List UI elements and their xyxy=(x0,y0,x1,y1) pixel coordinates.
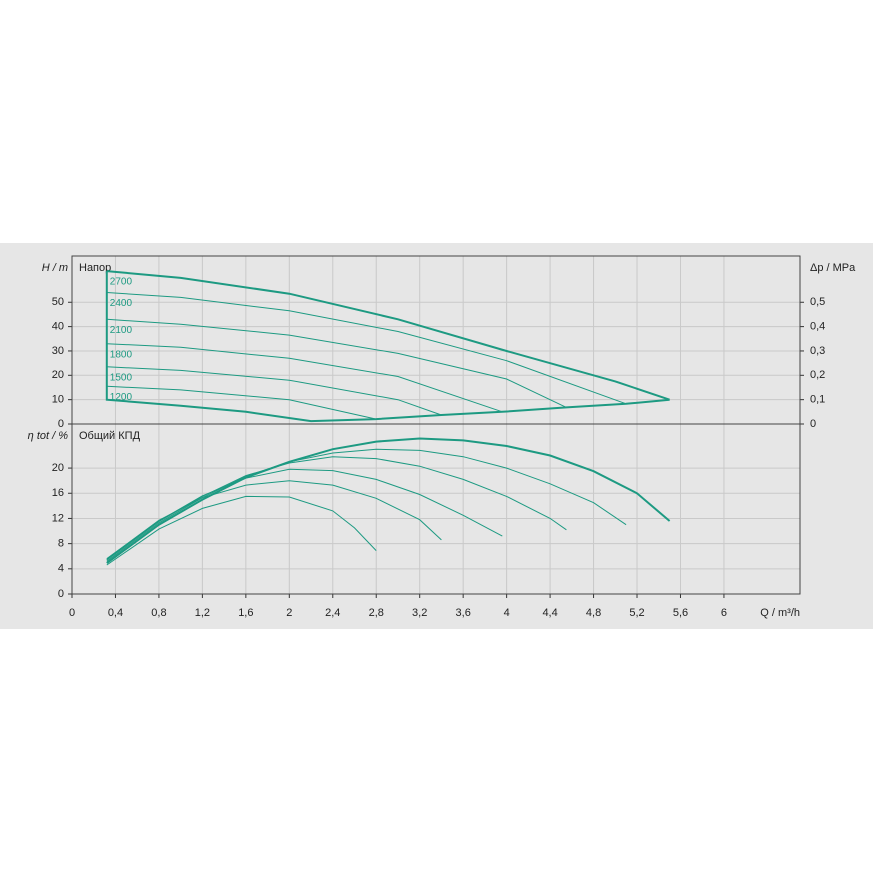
x-tick-label: 4,4 xyxy=(542,607,557,619)
x-tick-label: 1,2 xyxy=(195,607,210,619)
speed-label: 1500 xyxy=(110,372,133,383)
y-tick-label: 12 xyxy=(52,512,64,524)
x-tick-label: 6 xyxy=(721,607,727,619)
x-tick-label: 1,6 xyxy=(238,607,253,619)
y2-tick-label: 0,5 xyxy=(810,296,825,308)
x-tick-label: 2 xyxy=(286,607,292,619)
y-tick-label: 16 xyxy=(52,487,64,499)
x-tick-label: 0,8 xyxy=(151,607,166,619)
curve xyxy=(106,292,627,405)
y2-tick-label: 0,1 xyxy=(810,394,825,406)
x-tick-label: 4,8 xyxy=(586,607,601,619)
x-tick-label: 0 xyxy=(69,607,75,619)
curve xyxy=(106,385,377,420)
speed-label: 2100 xyxy=(110,325,133,336)
y-tick-label: 0 xyxy=(58,418,64,430)
panel-title: Напор xyxy=(79,262,111,274)
x-tick-label: 3,2 xyxy=(412,607,427,619)
x-tick-label: 0,4 xyxy=(108,607,123,619)
y2-tick-label: 0 xyxy=(810,418,816,430)
x-tick-label: 5,6 xyxy=(673,607,688,619)
y-tick-label: 0 xyxy=(58,588,64,600)
curve xyxy=(106,468,503,560)
y-tick-label: 50 xyxy=(52,296,64,308)
curve xyxy=(106,456,567,561)
y-tick-label: 20 xyxy=(52,462,64,474)
speed-label: 2700 xyxy=(110,277,133,288)
x-tick-label: 3,6 xyxy=(456,607,471,619)
y-tick-label: 40 xyxy=(52,321,64,333)
curve xyxy=(106,343,503,413)
speed-label: 2400 xyxy=(110,298,133,309)
y-tick-label: 4 xyxy=(58,563,64,575)
y-tick-label: 20 xyxy=(52,369,64,381)
speed-label: 1200 xyxy=(110,392,133,403)
curve xyxy=(106,318,567,408)
y2-tick-label: 0,3 xyxy=(810,345,825,357)
y2-tick-label: 0,2 xyxy=(810,369,825,381)
y-tick-label: 30 xyxy=(52,345,64,357)
x-tick-label: 5,2 xyxy=(629,607,644,619)
x-tick-label: 2,8 xyxy=(369,607,384,619)
background xyxy=(0,243,873,629)
plot-frame xyxy=(71,423,801,595)
curve xyxy=(106,270,670,401)
y2-axis-label: Δp / MPa xyxy=(810,262,856,274)
curve xyxy=(106,480,442,560)
x-tick-label: 2,4 xyxy=(325,607,340,619)
curve xyxy=(106,366,442,416)
envelope xyxy=(105,271,670,423)
x-tick-label: 4 xyxy=(504,607,510,619)
x-axis-label: Q / m³/h xyxy=(760,607,800,619)
panel-title: Общий КПД xyxy=(79,430,141,442)
y-tick-label: 8 xyxy=(58,538,64,550)
y-axis-label: H / m xyxy=(42,262,68,274)
curve xyxy=(106,495,377,566)
y-axis-label: η tot / % xyxy=(28,430,69,442)
speed-label: 1800 xyxy=(110,349,133,360)
y-tick-label: 10 xyxy=(52,394,64,406)
y2-tick-label: 0,4 xyxy=(810,321,825,333)
